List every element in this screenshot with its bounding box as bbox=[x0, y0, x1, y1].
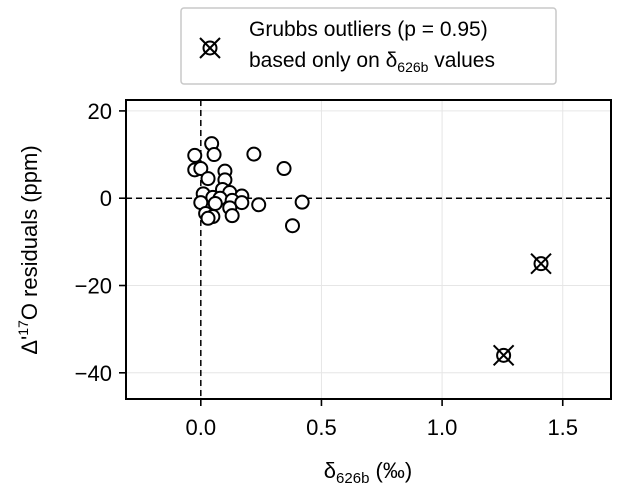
data-point bbox=[193, 161, 209, 177]
data-point bbox=[246, 146, 262, 162]
y-tick-label: −40 bbox=[75, 361, 112, 386]
legend: Grubbs outliers (p = 0.95) based only on… bbox=[180, 7, 557, 85]
legend-line-1: Grubbs outliers (p = 0.95) bbox=[249, 18, 488, 41]
outlier-point bbox=[530, 252, 552, 275]
data-point bbox=[251, 197, 267, 213]
x-axis-label: δ626b (‰) bbox=[324, 458, 412, 487]
data-point bbox=[284, 218, 300, 234]
data-point bbox=[234, 195, 250, 211]
reference-lines bbox=[126, 100, 611, 399]
y-tick-label: 0 bbox=[100, 186, 112, 211]
x-tick-label: 0.5 bbox=[306, 415, 337, 440]
data-point bbox=[200, 210, 216, 226]
y-axis-label: Δ'17O residuals (ppm) bbox=[15, 145, 42, 354]
grid bbox=[126, 100, 611, 399]
plot-frame bbox=[125, 99, 612, 400]
legend-circle-x bbox=[199, 37, 221, 59]
outlier-point bbox=[492, 344, 515, 367]
x-tick-label: 1.5 bbox=[547, 415, 578, 440]
data-point bbox=[200, 171, 216, 187]
axis-ticks: 0.0 0.5 1.0 1.5 20 0 −20 −40 bbox=[75, 99, 578, 440]
legend-frame bbox=[180, 7, 557, 85]
outlier-circle bbox=[496, 347, 512, 363]
x-tick-label: 0.0 bbox=[186, 415, 217, 440]
outlier-cross-b bbox=[199, 37, 221, 59]
outlier-cross-b bbox=[530, 252, 552, 275]
data-points bbox=[187, 136, 552, 367]
data-point bbox=[224, 208, 240, 224]
data-point bbox=[276, 161, 292, 177]
y-tick-label: −20 bbox=[75, 274, 112, 299]
data-point bbox=[187, 147, 203, 163]
x-tick-label: 1.0 bbox=[427, 415, 458, 440]
legend-line-2: based only on δ626b values bbox=[249, 49, 495, 75]
data-point bbox=[206, 147, 222, 163]
y-tick-label: 20 bbox=[88, 99, 112, 124]
outlier-cross-b bbox=[492, 344, 515, 367]
legend-marker-circle-x-icon bbox=[199, 37, 221, 59]
data-point bbox=[294, 194, 310, 210]
outlier-circle bbox=[202, 40, 218, 56]
outlier-circle bbox=[533, 256, 549, 272]
